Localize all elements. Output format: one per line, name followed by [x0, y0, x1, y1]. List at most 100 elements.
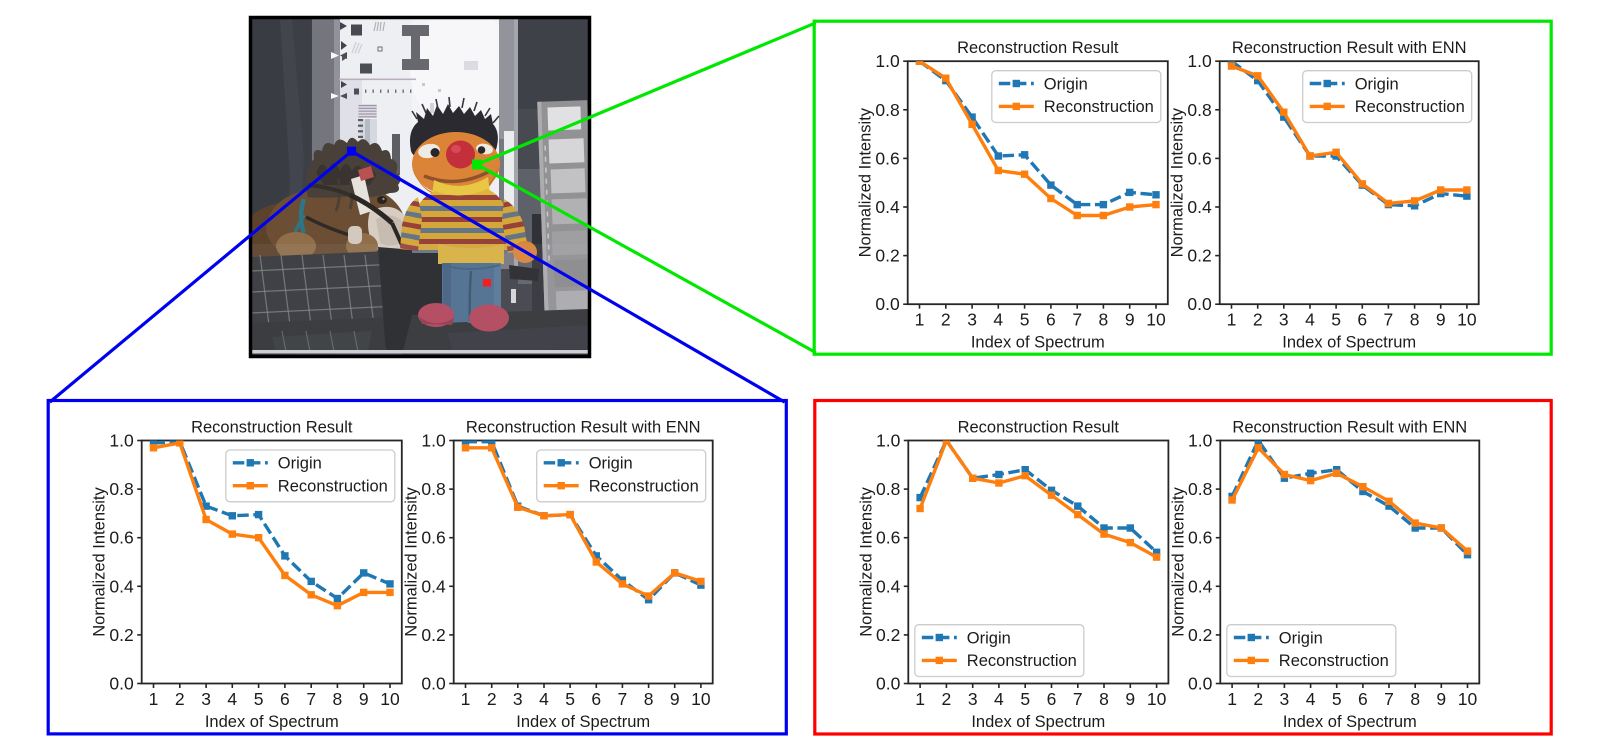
svg-text:0.4: 0.4 [875, 197, 900, 217]
svg-text:0.8: 0.8 [109, 479, 133, 499]
svg-text:5: 5 [1332, 689, 1342, 709]
svg-text:3: 3 [968, 689, 978, 709]
svg-text:5: 5 [1331, 310, 1341, 330]
svg-text:Reconstruction: Reconstruction [589, 478, 699, 496]
svg-text:7: 7 [618, 689, 628, 709]
svg-text:0.4: 0.4 [1188, 576, 1213, 596]
svg-text:Reconstruction Result with ENN: Reconstruction Result with ENN [1232, 39, 1467, 57]
svg-text:Index of Spectrum: Index of Spectrum [971, 334, 1105, 352]
svg-text:0.4: 0.4 [1187, 197, 1212, 217]
svg-text:0.6: 0.6 [876, 528, 900, 548]
svg-text:9: 9 [1125, 689, 1135, 709]
svg-text:10: 10 [1458, 689, 1478, 709]
svg-text:0.6: 0.6 [109, 528, 133, 548]
svg-text:0.6: 0.6 [1188, 528, 1212, 548]
svg-text:0.6: 0.6 [875, 148, 899, 168]
svg-text:0.8: 0.8 [1188, 479, 1212, 499]
svg-text:1: 1 [461, 689, 471, 709]
svg-text:0.0: 0.0 [109, 674, 134, 694]
svg-text:Reconstruction Result: Reconstruction Result [957, 39, 1119, 57]
svg-text:0.0: 0.0 [875, 294, 900, 314]
svg-text:8: 8 [1410, 310, 1420, 330]
svg-text:Reconstruction Result with ENN: Reconstruction Result with ENN [466, 419, 701, 437]
svg-text:3: 3 [201, 689, 211, 709]
svg-text:9: 9 [1436, 310, 1446, 330]
svg-text:Origin: Origin [1355, 75, 1399, 93]
svg-text:6: 6 [1046, 310, 1056, 330]
svg-text:Origin: Origin [278, 455, 322, 473]
svg-text:Index of Spectrum: Index of Spectrum [971, 713, 1105, 731]
svg-text:Origin: Origin [1044, 75, 1088, 93]
svg-text:2: 2 [942, 689, 952, 709]
svg-text:9: 9 [1436, 689, 1446, 709]
svg-text:Reconstruction: Reconstruction [278, 478, 388, 496]
svg-text:1: 1 [1227, 689, 1237, 709]
svg-text:1: 1 [915, 689, 925, 709]
svg-text:7: 7 [1384, 310, 1394, 330]
svg-text:0.2: 0.2 [421, 625, 445, 645]
svg-text:3: 3 [1279, 310, 1289, 330]
svg-text:8: 8 [1099, 689, 1109, 709]
svg-text:6: 6 [1047, 689, 1057, 709]
svg-text:Index of Spectrum: Index of Spectrum [516, 713, 650, 731]
svg-text:0.4: 0.4 [109, 576, 134, 596]
svg-text:Origin: Origin [967, 629, 1011, 647]
svg-text:7: 7 [1073, 689, 1083, 709]
svg-text:0.2: 0.2 [875, 246, 899, 266]
svg-text:0.8: 0.8 [875, 100, 899, 120]
svg-text:1.0: 1.0 [876, 431, 901, 451]
svg-text:3: 3 [513, 689, 523, 709]
svg-text:0.6: 0.6 [1187, 148, 1211, 168]
svg-text:0.4: 0.4 [421, 576, 446, 596]
svg-text:4: 4 [539, 689, 549, 709]
svg-text:4: 4 [1306, 689, 1316, 709]
svg-text:2: 2 [487, 689, 497, 709]
svg-text:Normalized Intensity: Normalized Intensity [857, 487, 875, 637]
svg-text:4: 4 [1305, 310, 1315, 330]
svg-text:2: 2 [175, 689, 185, 709]
svg-text:8: 8 [1410, 689, 1420, 709]
svg-text:10: 10 [1457, 310, 1477, 330]
svg-text:1.0: 1.0 [1187, 51, 1212, 71]
svg-text:4: 4 [994, 689, 1004, 709]
svg-text:Index of Spectrum: Index of Spectrum [205, 713, 339, 731]
svg-text:7: 7 [1072, 310, 1082, 330]
svg-text:10: 10 [380, 689, 400, 709]
svg-text:Reconstruction Result: Reconstruction Result [958, 419, 1120, 437]
svg-text:0.0: 0.0 [876, 674, 901, 694]
svg-text:7: 7 [306, 689, 316, 709]
svg-text:10: 10 [1146, 310, 1166, 330]
svg-text:Reconstruction: Reconstruction [1279, 652, 1389, 670]
svg-text:Index of Spectrum: Index of Spectrum [1283, 713, 1417, 731]
svg-text:Reconstruction Result: Reconstruction Result [191, 419, 353, 437]
svg-text:8: 8 [1099, 310, 1109, 330]
svg-text:Index of Spectrum: Index of Spectrum [1282, 334, 1416, 352]
svg-text:Normalized Intensity: Normalized Intensity [1169, 107, 1187, 257]
svg-text:6: 6 [591, 689, 601, 709]
svg-text:3: 3 [967, 310, 977, 330]
svg-text:Reconstruction: Reconstruction [1044, 98, 1154, 116]
svg-text:8: 8 [644, 689, 654, 709]
svg-text:Normalized Intensity: Normalized Intensity [91, 487, 109, 637]
svg-text:2: 2 [1253, 689, 1263, 709]
svg-text:0.0: 0.0 [421, 674, 446, 694]
svg-text:5: 5 [1020, 310, 1030, 330]
svg-text:10: 10 [691, 689, 711, 709]
svg-text:0.2: 0.2 [1187, 246, 1211, 266]
svg-text:Reconstruction Result with ENN: Reconstruction Result with ENN [1232, 419, 1467, 437]
svg-text:1.0: 1.0 [875, 51, 900, 71]
svg-text:8: 8 [333, 689, 343, 709]
svg-text:5: 5 [565, 689, 575, 709]
svg-text:Normalized Intensity: Normalized Intensity [1169, 487, 1187, 637]
svg-text:0.0: 0.0 [1188, 674, 1213, 694]
svg-text:0.4: 0.4 [876, 576, 901, 596]
svg-text:2: 2 [1253, 310, 1263, 330]
svg-text:9: 9 [670, 689, 680, 709]
svg-text:5: 5 [1020, 689, 1030, 709]
svg-text:6: 6 [1357, 310, 1367, 330]
svg-text:5: 5 [254, 689, 264, 709]
svg-text:0.6: 0.6 [421, 528, 445, 548]
svg-text:Origin: Origin [1279, 629, 1323, 647]
svg-text:Origin: Origin [589, 455, 633, 473]
svg-text:1: 1 [149, 689, 159, 709]
